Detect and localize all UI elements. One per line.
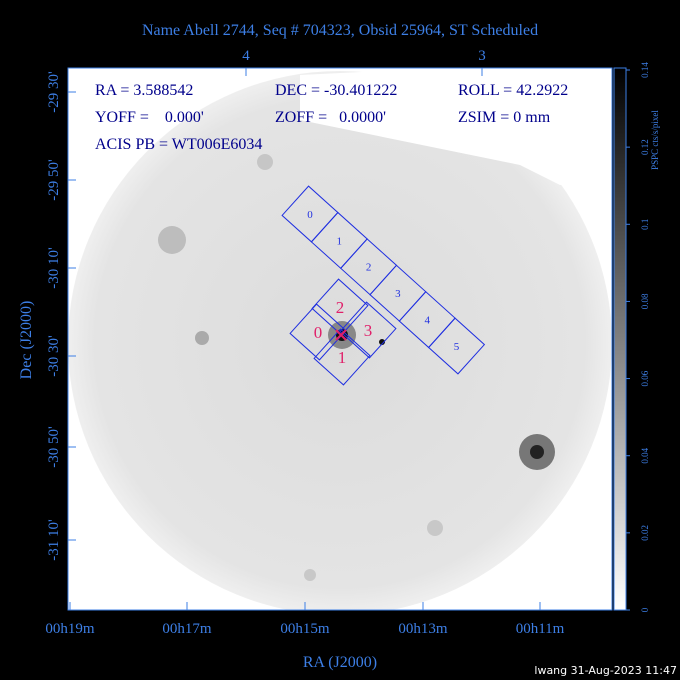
chip-label: 2 bbox=[366, 262, 372, 274]
source bbox=[257, 154, 273, 170]
y-tick-label: -29 30' bbox=[46, 71, 62, 113]
chip bbox=[339, 301, 397, 359]
blank-region bbox=[300, 68, 612, 185]
colorbar-tick-label: 0.12 bbox=[640, 139, 650, 155]
colorbar bbox=[613, 67, 627, 611]
x-tick-label: 00h13m bbox=[398, 621, 448, 637]
x-tick-label: 00h15m bbox=[280, 621, 330, 637]
source bbox=[530, 445, 544, 459]
source bbox=[304, 569, 316, 581]
colorbar-tick-label: 0.02 bbox=[640, 525, 650, 541]
chip-label: 2 bbox=[336, 298, 345, 317]
source bbox=[195, 331, 209, 345]
y-tick-label: -30 50' bbox=[46, 426, 62, 468]
info-text: YOFF = 0.000' bbox=[95, 109, 204, 126]
source bbox=[427, 520, 443, 536]
chip-label: 4 bbox=[424, 314, 430, 326]
source bbox=[158, 226, 186, 254]
info-text: DEC = -30.401222 bbox=[275, 82, 397, 99]
info-block: RA = 3.588542 DEC = -30.401222 ROLL = 42… bbox=[95, 82, 568, 153]
colorbar-tick-label: 0 bbox=[640, 607, 650, 612]
source bbox=[379, 339, 385, 345]
x-tick-label: 00h11m bbox=[516, 621, 565, 637]
y-tick-label: -30 30' bbox=[46, 335, 62, 377]
footer: lwang 31-Aug-2023 11:47 bbox=[534, 664, 677, 677]
chip bbox=[311, 278, 369, 336]
chip bbox=[427, 317, 486, 375]
colorbar-tick-label: 0.14 bbox=[640, 62, 650, 78]
plot-frame bbox=[67, 67, 613, 611]
chip bbox=[313, 328, 371, 386]
title: Name Abell 2744, Seq # 704323, Obsid 259… bbox=[142, 22, 538, 39]
top-tick-label: 3 bbox=[478, 48, 486, 64]
colorbar-tick-label: 0.04 bbox=[640, 447, 650, 463]
info-text: RA = 3.588542 bbox=[95, 82, 193, 99]
y-tick-label: -31 10' bbox=[46, 519, 62, 561]
colorbar-tick-label: 0.1 bbox=[640, 219, 650, 230]
chip-label: 5 bbox=[454, 341, 460, 353]
info-text: ROLL = 42.2922 bbox=[458, 82, 568, 99]
y-tick-label: -30 10' bbox=[46, 247, 62, 289]
colorbar-tick-label: 0.08 bbox=[640, 293, 650, 309]
x-tick-label: 00h17m bbox=[162, 621, 212, 637]
chip-label: 0 bbox=[314, 323, 323, 342]
colorbar-title: PSPC cts/s/pixel bbox=[650, 110, 660, 170]
info-text: ZOFF = 0.0000' bbox=[275, 109, 386, 126]
info-text: ZSIM = 0 mm bbox=[458, 109, 551, 126]
chip-label: 3 bbox=[364, 321, 373, 340]
x-tick-label: 00h19m bbox=[45, 621, 95, 637]
top-tick-label: 4 bbox=[242, 48, 250, 64]
colorbar-tick-label: 0.06 bbox=[640, 370, 650, 386]
y-axis-title: Dec (J2000) bbox=[18, 301, 35, 380]
chip-label: 3 bbox=[395, 288, 401, 300]
aimpoint bbox=[335, 329, 347, 341]
chip-label: 1 bbox=[337, 235, 343, 247]
y-tick-label: -29 50' bbox=[46, 159, 62, 201]
x-axis-title: RA (J2000) bbox=[303, 654, 377, 671]
chip-label: 0 bbox=[307, 209, 313, 221]
chip bbox=[289, 303, 347, 361]
image bbox=[68, 68, 612, 610]
info-text: ACIS PB = WT006E6034 bbox=[95, 136, 262, 153]
chip-label: 1 bbox=[338, 348, 347, 367]
